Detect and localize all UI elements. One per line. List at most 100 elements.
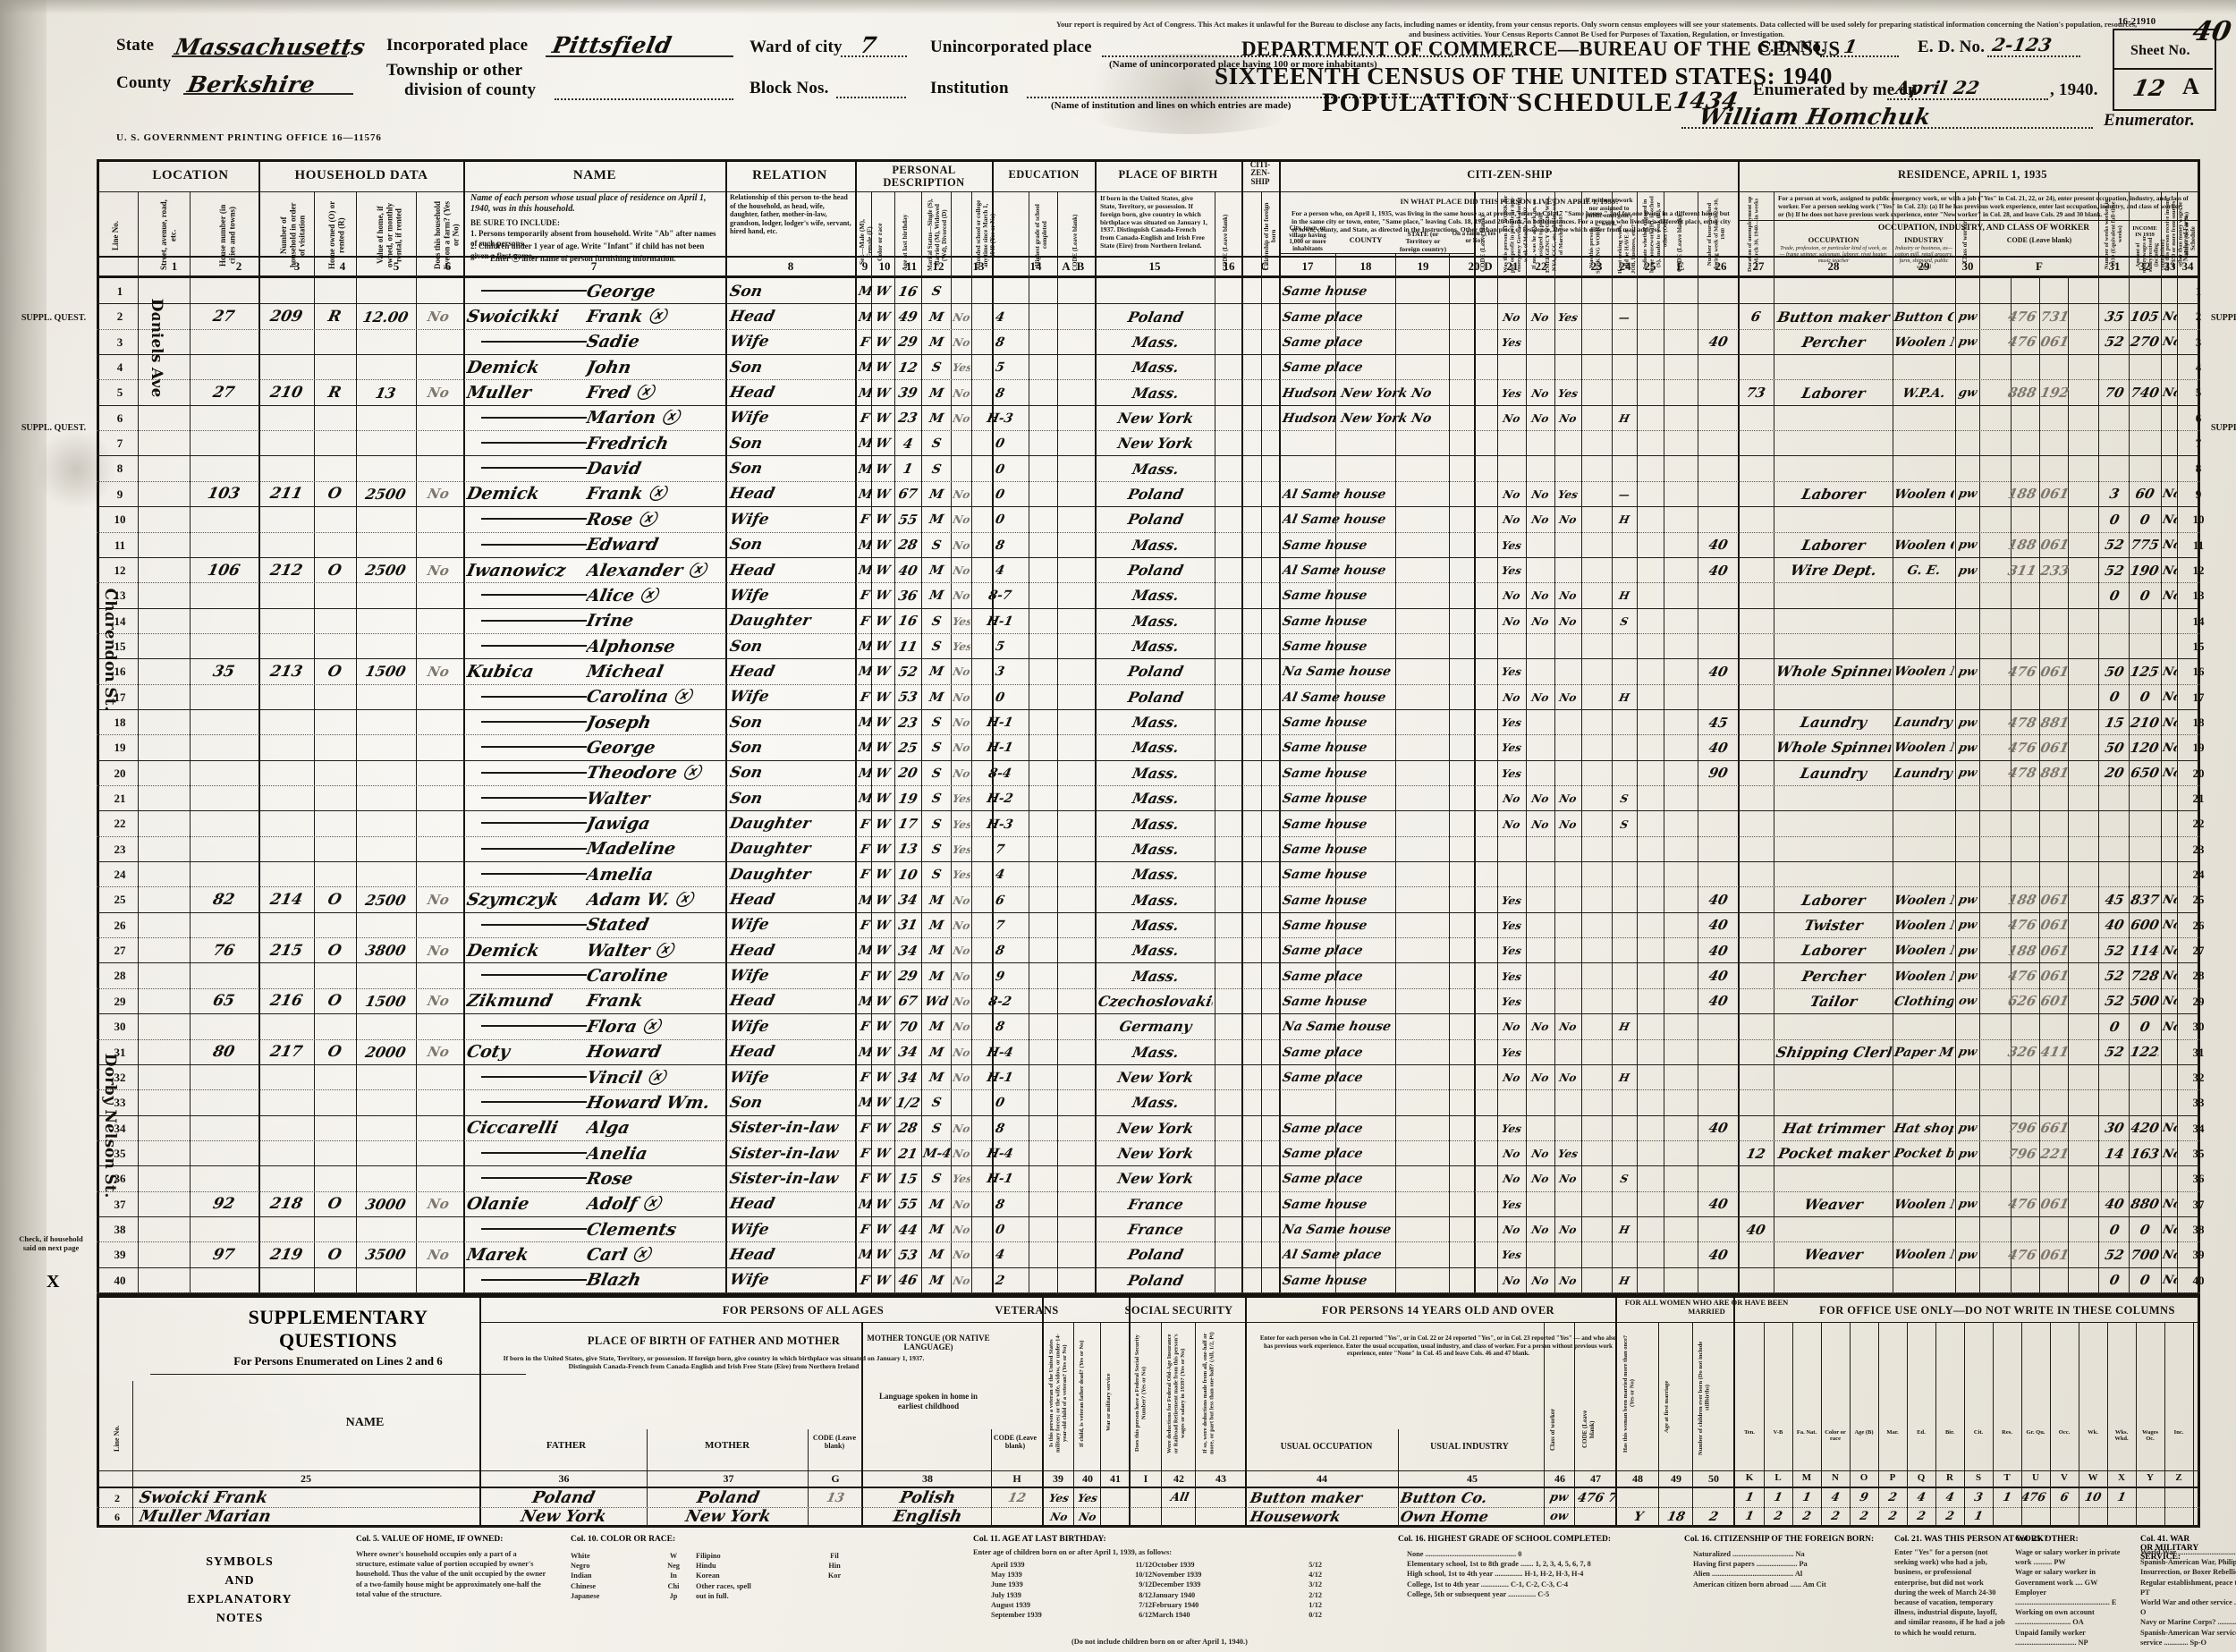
column-number-19: 19 [1417,259,1429,273]
row-separator [97,582,2200,584]
race-code-c: Filipino [696,1552,721,1560]
cell-residence: Same place [1281,361,1365,375]
cell-marital: M [927,487,945,501]
cell-wks39: 40 [2103,1198,2126,1212]
cell-school: No [952,539,971,551]
line-number: 14 [114,614,126,628]
cell-school: No [952,412,971,424]
cell-work: No [1502,514,1521,526]
cell-birth: Mass. [1131,385,1181,401]
cell-work: Yes [1500,894,1523,906]
supp-office-number-T: T [2003,1472,2011,1483]
cell-seek: No [1558,818,1578,830]
cell-value: 1500 [363,665,408,680]
column-number-4: 4 [339,259,346,273]
supp-column-number-37: 37 [723,1472,734,1485]
citizenship-code-list: Naturalized ............................… [1693,1549,1890,1589]
cell-income: 1900 [2129,563,2161,578]
cell-job: S [1619,793,1630,805]
row-separator [97,531,2200,533]
cell-marital: S [930,437,943,451]
cell-race: W [874,564,892,578]
cell-class: pw [1957,336,1978,349]
caption-occ-header: OCCUPATION, INDUSTRY, AND CLASS OF WORKE… [1877,224,2090,233]
cell-relation: Head [728,1197,777,1213]
supp-column-number-43: 43 [1215,1472,1226,1485]
cell-school: No [952,590,971,602]
cell-grade: 3 [994,665,1006,679]
cell-birth: Poland [1126,563,1185,579]
cell-school: No [952,565,971,577]
col-line-18 [1335,253,1336,1295]
cell-wks39: 40 [2103,919,2126,933]
cell-code: 476 061 [2006,919,2071,933]
supp-v-ss [1129,1295,1131,1528]
group-household-data: HOUSEHOLD DATA [294,168,428,182]
cell-given: Marion ⓧ [584,410,682,428]
cell-income: 1140 [2129,944,2161,958]
cell-school: No [952,945,971,957]
cell-value: 2500 [363,563,408,579]
symbols-title-4: NOTES [216,1612,264,1625]
row-separator [97,1165,2200,1167]
cell-wks39: 52 [2103,563,2126,578]
cell-age: 12 [896,360,919,375]
cell-wks39: 52 [2103,995,2126,1009]
cell-race: W [874,285,892,299]
cell-race: W [874,589,892,603]
cell-given: Madeline [584,841,678,859]
cell-marital: S [930,767,943,780]
cell-school: Yes [951,1173,972,1185]
race-code-d [812,1581,857,1591]
cell-age: 23 [896,411,919,426]
line-number: 13 [114,589,126,603]
cell-school: No [952,488,971,500]
group-location: LOCATION [152,168,229,182]
street-annotation-3: Dorby Nelson St. [101,1052,119,1199]
age-code-c: October 1939 [1152,1561,1195,1569]
cell-birth: Mass. [1131,766,1181,781]
line-number: 35 [2192,1146,2205,1160]
cell-sex: F [859,589,871,603]
cell-grade: 4 [994,310,1006,324]
supp-row-separator [97,1507,2200,1508]
cell-given: Irine [584,613,636,631]
cell-residence: Same place [1281,310,1365,324]
col-line-34 [2177,191,2178,1295]
race-code-c: Korean [696,1572,720,1580]
cell-hours: 40 [1707,919,1730,933]
supp-office-label-K: Ten. [1744,1429,1755,1436]
supp-column-number-49: 49 [1671,1472,1681,1485]
note41-heading: Col. 41. WAR OR MILITARY SERVICE: [2140,1535,2198,1562]
cell-other50: No [2161,665,2179,678]
department-line: DEPARTMENT OF COMMERCE—BUREAU OF THE CEN… [1241,38,1841,60]
supp-group-women: FOR ALL WOMEN WHO ARE OR HAVE BEEN MARRI… [1624,1298,1789,1316]
ed-label: E. D. No. [1918,38,1986,56]
race-code-row: Indian In Korean Kor [571,1571,946,1580]
cell-surname: Swoicikki [464,309,561,326]
cell-wks39: 52 [2103,970,2126,984]
supp-women-age: Age at first marriage [1664,1380,1670,1434]
column-number-14: 14 [1029,259,1042,273]
cell-age: 11 [896,640,919,654]
supp-v-allages [479,1295,481,1528]
supp-column-number-I: I [1143,1472,1148,1485]
supp-office-cell-U: 476 731 [2020,1492,2052,1504]
cell-birth: New York [1115,436,1196,452]
race-code-c: Hindu [696,1562,716,1571]
cell-given: George [584,739,657,757]
age-code-row: August 1939 7/12 February 1940 1/12 [991,1600,1385,1610]
cell-grade: 0 [994,513,1006,527]
cell-sex: M [857,1198,873,1211]
cell-industry: Paper Mill [1893,1046,1955,1059]
cell-work: Yes [1500,1123,1523,1134]
supp-group-14-over: FOR PERSONS 14 YEARS OLD AND OVER [1322,1304,1554,1317]
cell-birth: New York [1115,1172,1196,1187]
cell-occupation: Percher [1800,335,1868,350]
cell-income: 728 [2129,970,2161,984]
cell-weeks: 12 [1744,1147,1767,1161]
supp-office-number-Z: Z [2175,1472,2182,1483]
cell-school: No [952,1275,971,1286]
supp-office-label-P: Mar. [1886,1429,1899,1436]
cell-class: pw [1957,1199,1978,1211]
